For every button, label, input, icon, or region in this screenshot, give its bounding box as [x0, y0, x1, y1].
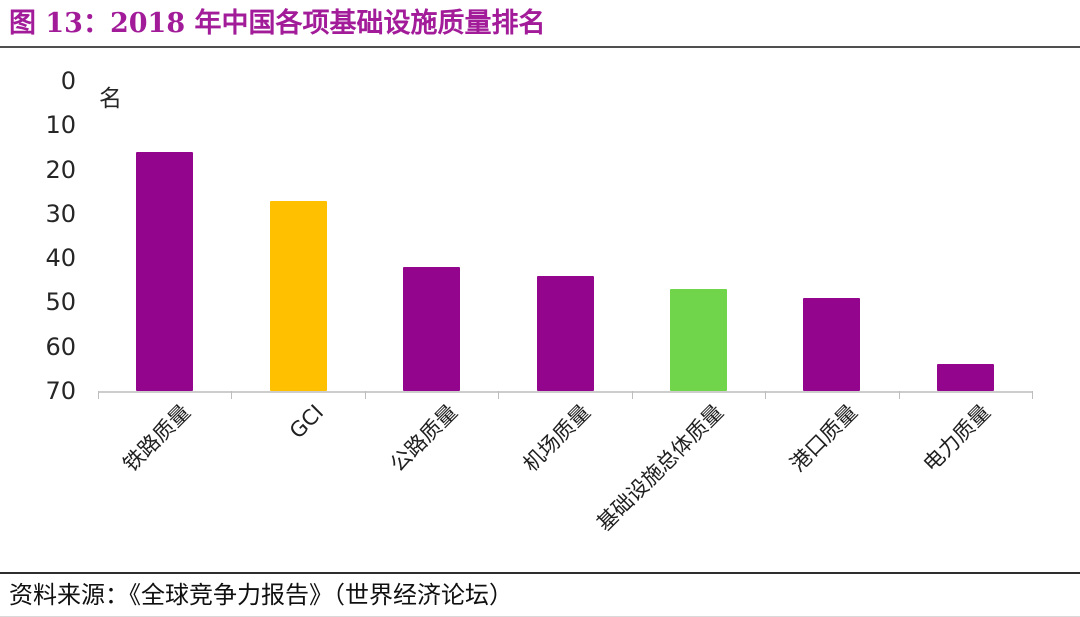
bar-port-quality	[803, 298, 860, 391]
x-axis-line	[98, 391, 1033, 393]
bar-railway-quality	[136, 152, 193, 391]
x-axis-tick	[98, 391, 99, 399]
source-text: 资料来源：《全球竞争力报告》（世界经济论坛）	[9, 581, 513, 609]
y-axis-tick-label-60: 60	[45, 333, 76, 361]
bar-road-quality	[403, 267, 460, 391]
title-divider	[0, 46, 1080, 48]
y-axis-tick-label-0: 0	[60, 67, 76, 95]
x-axis-label-port-quality: 港口质量	[785, 400, 862, 477]
y-axis-tick-label-30: 30	[45, 200, 76, 228]
x-axis-label-electricity-quality: 电力质量	[918, 400, 995, 477]
bar-electricity-quality	[937, 364, 994, 391]
y-axis-tick-label-10: 10	[45, 111, 76, 139]
x-axis-tick	[899, 391, 900, 399]
x-axis-tick	[498, 391, 499, 399]
bar-overall-infrastructure-quality	[670, 289, 727, 391]
x-axis-tick	[632, 391, 633, 399]
x-axis-label-overall-infrastructure-quality: 基础设施总体质量	[592, 400, 728, 536]
x-axis-label-airport-quality: 机场质量	[518, 400, 595, 477]
y-axis-tick-label-70: 70	[45, 377, 76, 405]
bar-airport-quality	[537, 276, 594, 391]
y-axis-tick-label-50: 50	[45, 288, 76, 316]
figure-title: 图 13：2018 年中国各项基础设施质量排名	[9, 8, 546, 39]
x-axis-tick	[231, 391, 232, 399]
x-axis-tick	[1032, 391, 1033, 399]
x-axis-tick	[765, 391, 766, 399]
x-axis-label-road-quality: 公路质量	[385, 400, 462, 477]
y-axis-unit-label: 名	[99, 86, 122, 112]
footer-divider	[0, 572, 1080, 574]
x-axis-label-railway-quality: 铁路质量	[118, 400, 195, 477]
x-axis-tick	[365, 391, 366, 399]
y-axis-tick-label-20: 20	[45, 156, 76, 184]
x-axis-label-gci: GCI	[284, 400, 328, 444]
y-axis-tick-label-40: 40	[45, 244, 76, 272]
bar-gci	[270, 201, 327, 391]
